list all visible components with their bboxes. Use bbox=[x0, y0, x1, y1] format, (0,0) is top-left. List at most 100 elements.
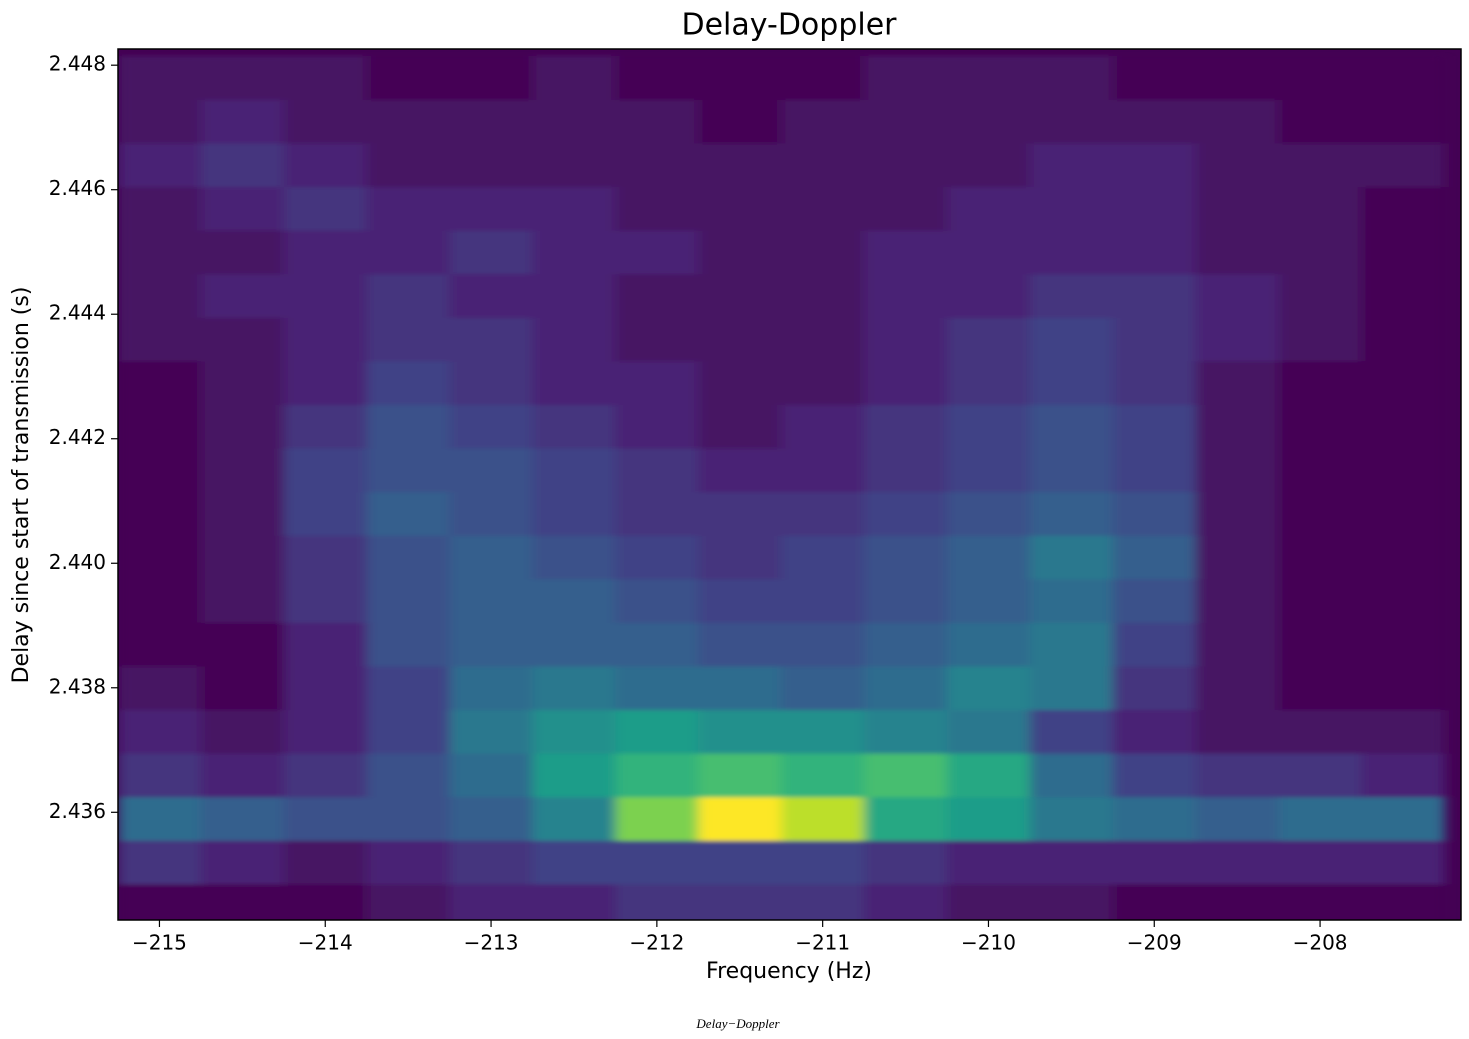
y-tick-label: 2.440 bbox=[49, 550, 106, 574]
heatmap-cell bbox=[118, 448, 201, 492]
heatmap-cell bbox=[1113, 187, 1196, 231]
heatmap-cell bbox=[1279, 317, 1362, 361]
heatmap-cell bbox=[1196, 666, 1279, 710]
heatmap-cell bbox=[1196, 230, 1279, 274]
heatmap-cell bbox=[284, 317, 367, 361]
heatmap-cell bbox=[118, 535, 201, 579]
heatmap-cell bbox=[781, 143, 864, 187]
heatmap-cell bbox=[864, 884, 947, 928]
heatmap-cell bbox=[533, 361, 616, 405]
heatmap-cell bbox=[1279, 230, 1362, 274]
heatmap-cell bbox=[781, 404, 864, 448]
heatmap-cell bbox=[284, 579, 367, 623]
heatmap-cell bbox=[1279, 99, 1362, 143]
heatmap-cell bbox=[615, 187, 698, 231]
heatmap-cell bbox=[533, 797, 616, 841]
heatmap-cell bbox=[947, 840, 1030, 884]
heatmap-cell bbox=[1362, 884, 1445, 928]
heatmap-cell bbox=[947, 666, 1030, 710]
heatmap-cell bbox=[118, 230, 201, 274]
heatmap-cell bbox=[1279, 274, 1362, 318]
heatmap-cell bbox=[1030, 274, 1113, 318]
heatmap-cell bbox=[1362, 535, 1445, 579]
heatmap-cell bbox=[201, 535, 284, 579]
heatmap-cell bbox=[615, 317, 698, 361]
heatmap-cell bbox=[947, 274, 1030, 318]
heatmap-cell bbox=[698, 274, 781, 318]
heatmap-cell bbox=[1113, 99, 1196, 143]
heatmap-cell bbox=[615, 274, 698, 318]
heatmap-cell bbox=[284, 56, 367, 100]
heatmap-cell bbox=[533, 884, 616, 928]
heatmap-cell bbox=[1362, 753, 1445, 797]
heatmap-cell bbox=[284, 840, 367, 884]
heatmap-cell bbox=[201, 404, 284, 448]
heatmap-cell bbox=[367, 56, 450, 100]
heatmap-cell bbox=[1030, 143, 1113, 187]
heatmap-cell bbox=[698, 840, 781, 884]
heatmap-cell bbox=[1279, 666, 1362, 710]
y-axis-label: Delay since start of transmission (s) bbox=[9, 287, 34, 684]
heatmap-cell bbox=[1279, 143, 1362, 187]
heatmap-cell bbox=[533, 274, 616, 318]
heatmap-cell bbox=[201, 666, 284, 710]
heatmap-cell bbox=[1030, 622, 1113, 666]
heatmap-cell bbox=[533, 535, 616, 579]
heatmap-cell bbox=[1279, 535, 1362, 579]
heatmap-cell bbox=[284, 404, 367, 448]
heatmap-cell bbox=[864, 492, 947, 536]
heatmap-cell bbox=[284, 492, 367, 536]
heatmap-cell bbox=[201, 840, 284, 884]
heatmap-cell bbox=[367, 535, 450, 579]
heatmap-cell bbox=[864, 579, 947, 623]
heatmap-cell bbox=[1362, 492, 1445, 536]
heatmap-cell bbox=[1362, 840, 1445, 884]
x-tick-label: −212 bbox=[629, 931, 684, 955]
heatmap-cell bbox=[367, 622, 450, 666]
heatmap-cell bbox=[698, 492, 781, 536]
heatmap-cell bbox=[533, 666, 616, 710]
plot-area bbox=[118, 56, 1445, 928]
x-tick-label: −214 bbox=[298, 931, 353, 955]
heatmap-cell bbox=[450, 317, 533, 361]
heatmap-cell bbox=[1196, 404, 1279, 448]
heatmap-cell bbox=[1113, 797, 1196, 841]
heatmap-cell bbox=[450, 666, 533, 710]
heatmap-cell bbox=[781, 492, 864, 536]
heatmap-cell bbox=[615, 361, 698, 405]
heatmap-cell bbox=[284, 666, 367, 710]
heatmap-cell bbox=[1113, 56, 1196, 100]
heatmap-cell bbox=[864, 753, 947, 797]
heatmap-cell bbox=[450, 492, 533, 536]
heatmap-cell bbox=[615, 666, 698, 710]
heatmap-cell bbox=[1362, 187, 1445, 231]
heatmap-cell bbox=[1279, 404, 1362, 448]
heatmap-cell bbox=[615, 753, 698, 797]
heatmap-cell bbox=[1196, 317, 1279, 361]
heatmap-cell bbox=[284, 710, 367, 754]
y-tick-label: 2.448 bbox=[49, 52, 106, 76]
heatmap-cell bbox=[1030, 448, 1113, 492]
x-tick-label: −208 bbox=[1293, 931, 1348, 955]
heatmap-cell bbox=[947, 492, 1030, 536]
heatmap-cell bbox=[1279, 56, 1362, 100]
heatmap-cell bbox=[284, 187, 367, 231]
heatmap-cell bbox=[781, 579, 864, 623]
heatmap-cell bbox=[781, 361, 864, 405]
heatmap-cell bbox=[1030, 361, 1113, 405]
x-tick-label: −209 bbox=[1127, 931, 1182, 955]
heatmap-cell bbox=[1362, 666, 1445, 710]
heatmap-cell bbox=[533, 187, 616, 231]
heatmap-cell bbox=[284, 230, 367, 274]
heatmap-cell bbox=[450, 404, 533, 448]
heatmap-cell bbox=[450, 361, 533, 405]
heatmap-cell bbox=[1030, 230, 1113, 274]
heatmap-cell bbox=[864, 404, 947, 448]
heatmap-cell bbox=[367, 797, 450, 841]
caption: Delay−Doppler bbox=[695, 1016, 780, 1031]
x-tick-label: −215 bbox=[132, 931, 187, 955]
x-tick-label: −211 bbox=[795, 931, 850, 955]
heatmap-cell bbox=[864, 797, 947, 841]
heatmap-cell bbox=[201, 230, 284, 274]
y-tick-label: 2.442 bbox=[49, 425, 106, 449]
